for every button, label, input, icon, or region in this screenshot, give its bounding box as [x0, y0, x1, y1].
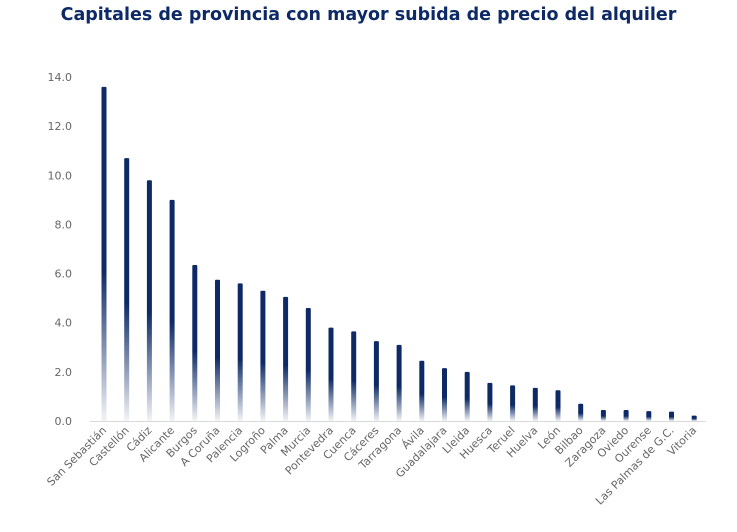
bar — [623, 409, 629, 421]
bar — [373, 341, 379, 421]
bar — [691, 415, 697, 421]
bar — [192, 264, 198, 421]
y-tick-label: 10.0 — [48, 169, 73, 182]
bar — [124, 158, 130, 422]
bar — [101, 86, 107, 421]
y-tick-label: 8.0 — [55, 218, 73, 231]
bar — [532, 387, 538, 421]
bar — [146, 180, 152, 421]
bar — [669, 411, 674, 421]
y-tick-label: 14.0 — [48, 71, 73, 84]
bar — [464, 371, 470, 421]
bar — [396, 344, 402, 421]
y-tick-label: 0.0 — [55, 415, 73, 428]
bar — [578, 403, 584, 421]
bar — [351, 331, 357, 421]
bar — [600, 409, 606, 421]
chart-title: Capitales de provincia con mayor subida … — [60, 5, 677, 25]
bar — [646, 411, 652, 421]
bar — [419, 360, 425, 421]
bar — [510, 385, 516, 421]
bar — [487, 382, 493, 421]
bar — [169, 199, 175, 421]
y-tick-label: 12.0 — [48, 120, 73, 133]
bar — [215, 279, 220, 421]
bar — [328, 327, 334, 421]
bar — [555, 390, 561, 421]
bar — [260, 290, 266, 421]
bar — [283, 296, 289, 421]
y-tick-label: 6.0 — [55, 268, 73, 281]
bar — [305, 307, 311, 421]
y-tick-label: 4.0 — [55, 317, 73, 330]
bar — [237, 283, 243, 421]
bar — [442, 368, 447, 421]
y-tick-label: 2.0 — [55, 366, 73, 379]
